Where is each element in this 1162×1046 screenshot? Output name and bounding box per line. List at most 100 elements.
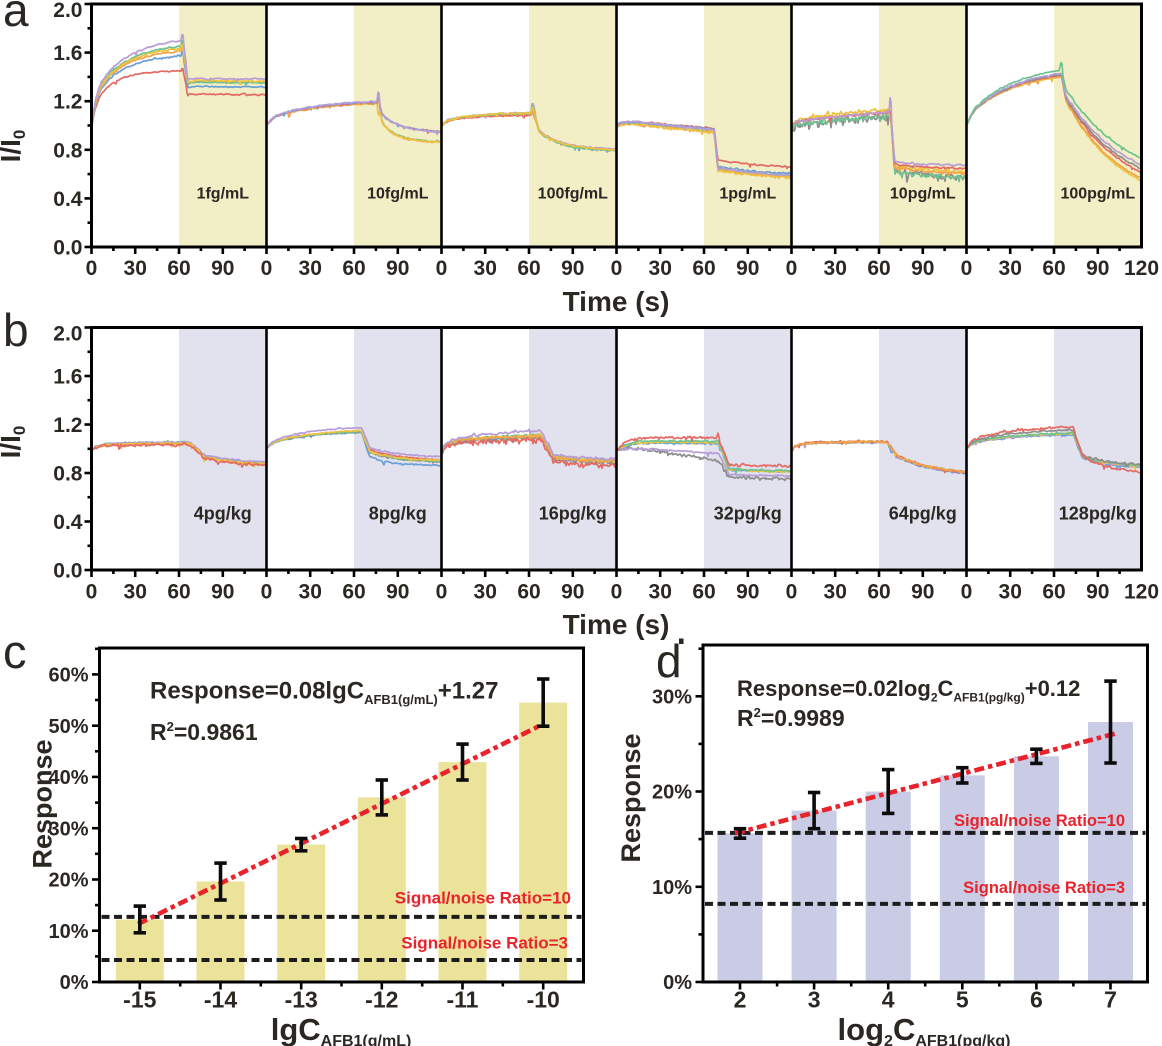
svg-text:Signal/noise Ratio=3: Signal/noise Ratio=3: [401, 934, 568, 953]
svg-text:90: 90: [911, 257, 934, 280]
svg-text:-15: -15: [123, 987, 156, 1013]
svg-text:Time (s): Time (s): [563, 609, 670, 640]
svg-text:0: 0: [436, 581, 448, 604]
svg-text:10fg/mL: 10fg/mL: [367, 186, 429, 203]
svg-text:5: 5: [956, 987, 969, 1013]
svg-text:0: 0: [611, 257, 623, 280]
svg-text:-13: -13: [285, 987, 318, 1013]
svg-text:16pg/kg: 16pg/kg: [539, 504, 607, 524]
svg-text:4: 4: [882, 987, 895, 1013]
svg-text:30: 30: [824, 581, 847, 604]
svg-text:0: 0: [261, 581, 273, 604]
svg-text:60: 60: [867, 581, 890, 604]
svg-text:90: 90: [1086, 581, 1109, 604]
svg-text:a: a: [3, 0, 29, 36]
svg-text:10%: 10%: [652, 877, 692, 899]
svg-text:60: 60: [692, 257, 715, 280]
svg-text:1.6: 1.6: [53, 366, 82, 389]
svg-text:90: 90: [561, 581, 584, 604]
svg-text:Response: Response: [28, 739, 58, 868]
svg-text:c: c: [3, 625, 27, 678]
svg-text:50%: 50%: [48, 716, 88, 738]
svg-text:R2=0.9989: R2=0.9989: [737, 705, 845, 731]
svg-text:2.0: 2.0: [53, 0, 82, 22]
svg-text:10pg/mL: 10pg/mL: [890, 186, 956, 203]
svg-text:60: 60: [167, 581, 190, 604]
svg-text:30: 30: [999, 581, 1022, 604]
svg-text:100pg/mL: 100pg/mL: [1060, 186, 1135, 203]
svg-text:Response=0.02log2CAFB1(pg/kg)+: Response=0.02log2CAFB1(pg/kg)+0.12: [737, 676, 1080, 705]
svg-text:4pg/kg: 4pg/kg: [194, 504, 252, 524]
svg-text:3: 3: [808, 987, 821, 1013]
svg-text:2.0: 2.0: [53, 323, 82, 346]
svg-text:30%: 30%: [48, 818, 88, 840]
svg-text:-12: -12: [365, 987, 398, 1013]
svg-text:20%: 20%: [48, 870, 88, 892]
svg-text:1fg/mL: 1fg/mL: [197, 186, 250, 203]
svg-text:64pg/kg: 64pg/kg: [889, 504, 957, 524]
svg-text:0.8: 0.8: [53, 463, 83, 486]
svg-text:90: 90: [211, 581, 234, 604]
svg-text:30: 30: [474, 257, 497, 280]
svg-text:30%: 30%: [652, 687, 692, 709]
svg-text:8pg/kg: 8pg/kg: [369, 504, 427, 524]
svg-text:-11: -11: [447, 987, 479, 1013]
svg-text:90: 90: [911, 581, 934, 604]
svg-text:60%: 60%: [48, 665, 88, 687]
svg-text:1.2: 1.2: [53, 414, 82, 437]
svg-text:Response=0.08lgCAFB1(g/mL)+1.2: Response=0.08lgCAFB1(g/mL)+1.27: [150, 678, 499, 708]
svg-text:60: 60: [517, 581, 540, 604]
svg-text:1pg/mL: 1pg/mL: [719, 186, 776, 203]
svg-text:Response: Response: [616, 733, 646, 862]
svg-text:128pg/kg: 128pg/kg: [1059, 504, 1137, 524]
svg-text:6: 6: [1030, 987, 1043, 1013]
svg-text:90: 90: [386, 257, 409, 280]
svg-text:60: 60: [1042, 257, 1065, 280]
svg-text:30: 30: [649, 581, 672, 604]
svg-text:90: 90: [386, 581, 409, 604]
svg-text:0.4: 0.4: [53, 511, 83, 534]
svg-text:1.6: 1.6: [53, 42, 82, 65]
svg-text:20%: 20%: [652, 782, 692, 804]
svg-text:7: 7: [1104, 987, 1117, 1013]
svg-text:-14: -14: [204, 987, 237, 1013]
svg-text:32pg/kg: 32pg/kg: [714, 504, 782, 524]
svg-text:30: 30: [649, 257, 672, 280]
svg-text:0: 0: [786, 581, 798, 604]
svg-text:Signal/noise Ratio=3: Signal/noise Ratio=3: [963, 879, 1125, 897]
svg-text:30: 30: [124, 257, 147, 280]
svg-text:0: 0: [261, 257, 273, 280]
svg-text:2: 2: [734, 987, 747, 1013]
svg-text:30: 30: [299, 257, 322, 280]
svg-text:d: d: [656, 635, 682, 687]
svg-text:Time (s): Time (s): [563, 286, 670, 317]
svg-text:60: 60: [517, 257, 540, 280]
svg-text:0: 0: [611, 581, 623, 604]
svg-text:0.0: 0.0: [53, 237, 82, 260]
svg-text:b: b: [3, 304, 29, 356]
svg-text:60: 60: [1042, 581, 1065, 604]
svg-text:90: 90: [211, 257, 234, 280]
svg-text:0: 0: [436, 257, 448, 280]
svg-text:10%: 10%: [48, 921, 88, 943]
svg-text:90: 90: [736, 581, 759, 604]
svg-text:0: 0: [961, 581, 973, 604]
svg-text:0.8: 0.8: [53, 139, 83, 162]
svg-text:40%: 40%: [48, 767, 88, 789]
svg-text:0.0: 0.0: [53, 560, 82, 583]
svg-text:R2=0.9861: R2=0.9861: [150, 719, 258, 745]
svg-text:30: 30: [299, 581, 322, 604]
svg-text:90: 90: [1086, 257, 1109, 280]
svg-text:0: 0: [961, 257, 973, 280]
svg-text:0: 0: [786, 257, 798, 280]
svg-text:Signal/noise Ratio=10: Signal/noise Ratio=10: [395, 889, 571, 908]
svg-text:0.4: 0.4: [53, 188, 83, 211]
svg-text:120: 120: [1124, 581, 1159, 604]
svg-text:90: 90: [736, 257, 759, 280]
svg-text:30: 30: [124, 581, 147, 604]
svg-text:90: 90: [561, 257, 584, 280]
svg-text:1.2: 1.2: [53, 91, 82, 114]
svg-text:30: 30: [824, 257, 847, 280]
svg-text:100fg/mL: 100fg/mL: [538, 186, 608, 203]
svg-text:0%: 0%: [663, 972, 692, 994]
